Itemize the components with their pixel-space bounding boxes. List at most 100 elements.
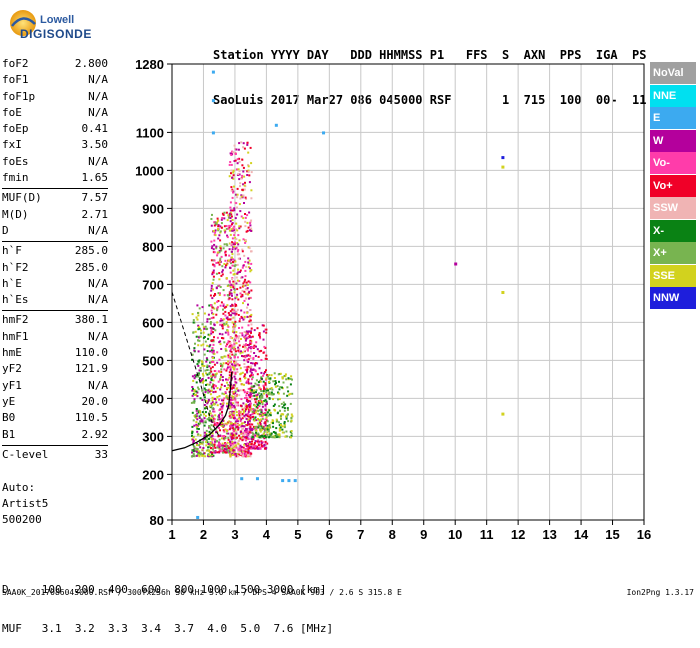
echo-point	[203, 404, 206, 406]
echo-point	[207, 455, 210, 458]
x-tick-label: 3	[231, 527, 238, 542]
echo-point	[232, 286, 235, 289]
echo-point	[257, 401, 260, 404]
echo-point	[245, 449, 248, 452]
echo-point	[243, 331, 246, 333]
echo-point	[286, 413, 289, 416]
echo-point	[199, 413, 202, 416]
echo-point	[215, 247, 218, 250]
echo-point	[233, 364, 235, 367]
echo-point	[234, 390, 237, 393]
echo-point	[243, 299, 246, 302]
echo-point	[210, 447, 212, 450]
echo-point	[219, 403, 222, 406]
echo-point	[212, 379, 215, 382]
echo-point	[193, 349, 196, 352]
echo-point	[266, 402, 268, 405]
echo-point	[217, 444, 220, 447]
echo-point	[238, 203, 241, 206]
echo-point	[259, 430, 262, 433]
echo-point	[195, 316, 198, 319]
echo-point	[195, 415, 198, 418]
echo-point	[217, 219, 219, 222]
echo-point	[231, 150, 234, 153]
echo-point	[202, 374, 205, 377]
echo-point	[287, 390, 290, 393]
y-tick-label: 600	[142, 315, 164, 330]
x-tick-label: 7	[357, 527, 364, 542]
echo-point	[210, 247, 213, 250]
echo-point	[203, 413, 206, 416]
echo-point	[231, 304, 234, 307]
echo-point	[285, 430, 288, 433]
echo-point	[231, 176, 234, 179]
echo-point	[190, 455, 193, 458]
echo-point	[223, 322, 225, 325]
echo-point	[218, 358, 221, 361]
echo-point	[196, 449, 199, 452]
echo-point	[205, 389, 208, 392]
echo-point	[235, 222, 238, 225]
echo-point	[209, 442, 212, 444]
echo-point	[211, 441, 214, 444]
echo-point	[257, 442, 260, 445]
echo-point	[249, 423, 252, 425]
echo-point	[225, 211, 228, 214]
echo-point	[248, 433, 251, 436]
echo-point	[229, 441, 232, 444]
echo-point	[226, 244, 229, 247]
echo-point	[218, 260, 221, 263]
echo-point	[205, 444, 208, 447]
echo-point	[211, 404, 213, 407]
echo-point	[231, 321, 234, 324]
echo-point	[246, 451, 249, 454]
echo-point	[230, 163, 233, 166]
echo-point	[227, 284, 230, 287]
echo-point	[239, 444, 242, 447]
echo-point	[210, 424, 213, 427]
echo-point	[208, 365, 211, 368]
echo-point	[264, 408, 267, 411]
echo-point	[237, 168, 240, 171]
echo-point	[229, 310, 232, 313]
echo-point	[220, 301, 223, 304]
echo-point	[207, 449, 210, 452]
echo-point	[239, 377, 242, 380]
echo-point	[210, 287, 213, 290]
echo-point	[242, 318, 245, 321]
echo-point	[273, 377, 276, 379]
echo-point	[227, 340, 230, 343]
echo-point	[258, 392, 260, 395]
echo-point	[206, 327, 209, 330]
echo-point	[244, 368, 247, 371]
isolated-echo-point	[501, 412, 505, 416]
echo-point	[216, 361, 219, 364]
echo-point	[191, 375, 194, 378]
echo-point	[229, 337, 232, 340]
echo-point	[242, 284, 245, 287]
echo-point	[249, 429, 252, 431]
echo-point	[232, 429, 235, 432]
echo-point	[250, 197, 253, 200]
echo-point	[237, 298, 240, 301]
doppler-direction-legend: NoVal NNE E W Vo- Vo+ SSW X- X+ SSE NNW	[650, 62, 696, 310]
param-value: 33	[94, 447, 108, 461]
echo-point	[241, 248, 244, 251]
echo-point	[274, 383, 277, 386]
echo-point	[237, 428, 240, 431]
echo-point	[228, 175, 231, 178]
echo-point	[197, 375, 200, 378]
echo-point	[229, 348, 232, 351]
echo-point	[195, 390, 198, 393]
echo-point	[265, 428, 268, 431]
echo-point	[198, 444, 201, 447]
echo-point	[254, 355, 257, 357]
echo-point	[237, 404, 239, 407]
echo-point	[193, 389, 196, 392]
echo-point	[238, 434, 241, 437]
echo-point	[222, 419, 225, 422]
echo-point	[261, 324, 264, 327]
echo-point	[238, 453, 241, 456]
echo-point	[214, 384, 217, 387]
echo-point	[232, 410, 235, 413]
